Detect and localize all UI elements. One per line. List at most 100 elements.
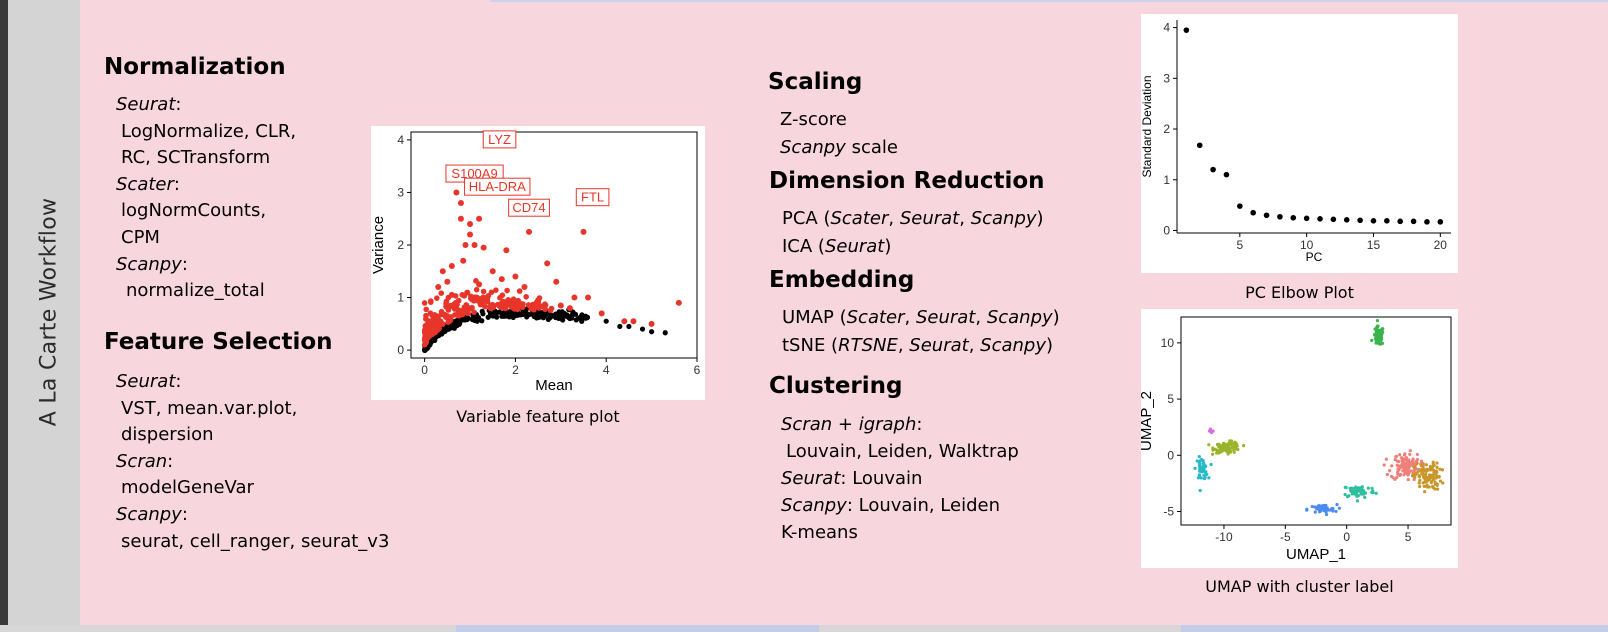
- umap-cell-point: [1400, 457, 1404, 461]
- umap-cell-point: [1433, 471, 1437, 476]
- umap-cell-point: [1429, 475, 1433, 479]
- umap-cell-point: [1207, 476, 1211, 480]
- umap-cell-point: [1374, 326, 1379, 330]
- umap-cell-point: [1325, 512, 1329, 517]
- umap-cell-point: [1409, 469, 1413, 473]
- umap-cell-point: [1401, 465, 1405, 469]
- method-line: Scater:: [116, 173, 180, 195]
- x-tick-label: 10: [1300, 238, 1314, 252]
- variable-gene-point: [544, 260, 551, 267]
- base-gene-point: [649, 329, 655, 335]
- variable-gene-point: [471, 297, 477, 304]
- elbow-point: [1303, 215, 1310, 222]
- elbow-point: [1237, 203, 1243, 209]
- umap-cell-point: [1353, 492, 1357, 496]
- method-line: Scanpy:: [116, 253, 188, 275]
- variable-gene-point: [566, 305, 573, 312]
- umap-cell-point: [1197, 455, 1201, 459]
- umap-cell-point: [1425, 467, 1429, 471]
- elbow-point: [1343, 217, 1350, 223]
- base-gene-point: [442, 328, 448, 334]
- umap-cell-point: [1411, 474, 1415, 478]
- base-gene-point: [542, 312, 549, 318]
- x-tick-label: 4: [603, 363, 610, 377]
- umap-cell-point: [1384, 457, 1388, 461]
- variable-gene-point: [489, 268, 496, 275]
- base-gene-point: [547, 314, 553, 321]
- y-tick-label: 2: [397, 238, 404, 252]
- elbow-point: [1330, 216, 1337, 223]
- umap-cell-point: [1232, 450, 1236, 454]
- umap-cell-point: [1229, 439, 1234, 443]
- variable-gene-point: [621, 318, 628, 325]
- y-tick-label: 0: [1167, 448, 1174, 462]
- variable-gene-point: [580, 228, 587, 235]
- umap-cell-point: [1350, 486, 1354, 490]
- base-gene-point: [564, 313, 570, 320]
- elbow-point: [1223, 171, 1230, 178]
- umap-cell-point: [1380, 327, 1385, 332]
- umap-cell-point: [1363, 495, 1367, 499]
- base-gene-point: [639, 326, 646, 332]
- umap-cell-point: [1359, 492, 1363, 496]
- umap-cell-point: [1406, 477, 1410, 482]
- gene-label: S100A9: [451, 166, 497, 181]
- umap-cell-point: [1433, 482, 1438, 486]
- variable-gene-point: [460, 257, 467, 264]
- umap-cell-point: [1431, 468, 1435, 472]
- variable-gene-point: [447, 317, 454, 324]
- base-gene-point: [626, 323, 632, 330]
- base-gene-point: [617, 323, 623, 330]
- variable-gene-point: [598, 310, 605, 317]
- variable-gene-point: [557, 302, 564, 309]
- umap-cell-point: [1376, 336, 1380, 340]
- embedding-heading: Embedding: [769, 267, 915, 293]
- umap-cell-point: [1225, 448, 1229, 452]
- variable-gene-point: [466, 306, 473, 312]
- variable-gene-point: [493, 287, 499, 293]
- umap-cell-point: [1227, 441, 1232, 445]
- x-axis-label: PC: [1306, 250, 1323, 264]
- y-axis-label: UMAP_2: [1141, 391, 1155, 451]
- x-tick-label: 5: [1405, 530, 1412, 544]
- umap-cell-point: [1398, 453, 1402, 457]
- variable-gene-point: [434, 295, 440, 301]
- umap-cell-point: [1379, 338, 1383, 343]
- elbow-point: [1424, 219, 1430, 225]
- method-line: UMAP (Scater, Seurat, Scanpy): [782, 307, 1060, 328]
- umap-cell-point: [1199, 476, 1203, 480]
- umap-cell-point: [1412, 477, 1416, 482]
- variable-gene-point: [435, 284, 442, 291]
- umap-cell-point: [1421, 469, 1425, 473]
- plot-frame: [1180, 316, 1452, 526]
- gene-label: LYZ: [488, 132, 511, 147]
- umap-cell-point: [1324, 510, 1328, 514]
- y-tick-label: -5: [1163, 505, 1174, 519]
- variable-gene-point: [423, 306, 429, 313]
- variable-gene-point: [630, 318, 637, 325]
- method-line: PCA (Scater, Seurat, Scanpy): [782, 208, 1044, 229]
- umap-cell-point: [1347, 494, 1351, 498]
- umap-cell-point: [1316, 505, 1320, 509]
- gene-label: CD74: [512, 200, 545, 215]
- variable-gene-point: [477, 296, 484, 302]
- umap-cell-point: [1202, 462, 1206, 466]
- variable-gene-point: [571, 294, 578, 301]
- variable-gene-point: [484, 298, 491, 305]
- x-tick-label: 5: [1236, 238, 1243, 252]
- variable-gene-point: [547, 307, 554, 314]
- variable-gene-point: [448, 263, 455, 270]
- variable-gene-point: [430, 330, 436, 336]
- umap-cell-point: [1211, 446, 1215, 450]
- variable-gene-point: [453, 299, 459, 306]
- elbow-point: [1210, 166, 1216, 173]
- variable-gene-point: [535, 297, 542, 304]
- umap-cell-point: [1355, 499, 1360, 503]
- variable-gene-point: [585, 294, 592, 301]
- umap-cell-point: [1344, 486, 1348, 490]
- variable-gene-point: [520, 301, 526, 307]
- umap-cell-point: [1234, 447, 1238, 451]
- method-line: VST, mean.var.plot,: [121, 397, 298, 419]
